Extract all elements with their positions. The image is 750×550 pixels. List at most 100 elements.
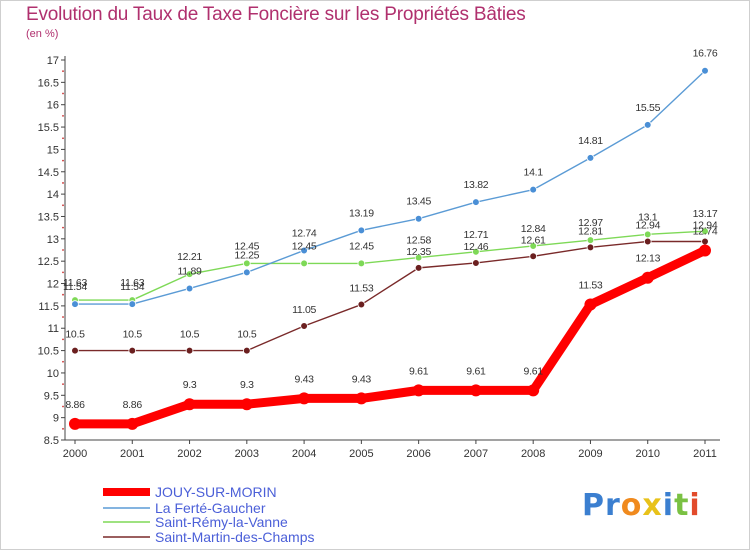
data-point [414,264,423,272]
data-point [641,271,654,284]
data-point [584,298,597,311]
data-label: 12.61 [521,234,546,246]
data-point [357,226,366,235]
y-minor-tick [62,271,64,274]
data-point [529,185,537,194]
data-point [586,236,595,244]
y-tick-label: 8.5 [44,435,59,447]
y-tick-label: 13 [47,234,59,246]
data-point [240,398,253,411]
data-label: 9.43 [352,373,372,385]
series-line [74,230,706,301]
y-minor-tick [62,316,64,318]
data-label: 9.3 [183,379,197,391]
series-line [74,240,706,352]
x-tick-label: 2008 [521,448,545,460]
data-label: 11.54 [120,281,144,293]
data-point [529,252,537,261]
y-tick-label: 16.5 [38,77,59,89]
x-tick-label: 2009 [578,448,602,460]
y-tick-label: 9 [53,413,59,425]
data-label: 11.05 [292,304,316,316]
data-label: 12.13 [635,253,660,265]
y-tick-label: 13.5 [38,211,59,223]
data-label: 10.5 [123,329,143,341]
data-point [586,243,595,252]
data-point [469,384,482,397]
data-label: 9.3 [240,379,254,391]
data-label: 12.35 [406,246,431,258]
data-label: 9.61 [466,365,486,377]
data-label: 12.58 [406,235,431,247]
legend-label: La Ferté-Gaucher [155,500,266,516]
data-label: 12.45 [349,240,374,252]
data-point [183,398,196,411]
data-label: 12.25 [234,249,259,261]
data-label: 12.84 [521,223,546,235]
series-line [70,245,710,429]
data-point [300,246,308,255]
data-point [355,392,368,405]
y-tick-label: 15 [47,144,59,156]
chart-title: Evolution du Taux de Taxe Foncière sur l… [26,4,526,25]
x-tick-label: 2003 [235,448,259,460]
data-label: 12.97 [578,217,603,229]
y-minor-tick [62,249,64,251]
data-point [586,154,595,162]
x-tick-label: 2010 [635,448,659,460]
y-minor-tick [62,226,64,229]
data-point [300,259,308,268]
y-minor-tick [62,114,64,117]
y-tick-label: 12 [47,279,59,291]
x-tick-label: 2001 [120,448,144,460]
data-label: 11.89 [178,265,202,277]
data-label: 11.53 [349,283,373,295]
data-point [357,259,366,268]
y-minor-tick [62,360,64,363]
data-point [126,417,139,430]
y-minor-tick [62,92,64,95]
data-point [472,198,480,206]
data-label: 12.21 [177,251,202,263]
data-point [185,346,194,355]
data-point [128,346,137,355]
data-label: 11.54 [63,281,87,293]
legend-label: Saint-Martin-des-Champs [155,529,315,545]
data-label: 12.81 [578,225,603,237]
data-point [643,121,652,129]
data-point [472,259,480,267]
y-minor-tick [62,182,64,184]
data-point [414,253,423,262]
y-minor-tick [62,383,64,386]
chart-subtitle: (en %) [26,28,59,40]
y-tick-label: 9.5 [44,390,59,402]
data-label: 11.63 [120,277,144,289]
data-label: 12.46 [464,241,489,253]
data-label: 9.43 [294,373,314,385]
data-label: 9.61 [524,365,544,377]
data-point [71,300,79,308]
y-minor-tick [62,70,64,73]
data-point [243,259,251,268]
data-label: 12.94 [635,220,660,232]
data-point [701,66,709,75]
data-point [300,322,308,330]
data-label: 14.81 [578,135,603,147]
data-label: 13.17 [693,208,718,220]
legend-label: JOUY-SUR-MORIN [155,484,277,500]
data-label: 10.5 [180,329,200,341]
data-label: 12.45 [234,240,259,252]
series-line [74,70,706,305]
y-tick-label: 10.5 [38,346,59,358]
data-point [185,270,194,278]
y-tick-label: 17 [47,55,59,67]
data-label: 13.1 [638,211,658,223]
data-label: 11.63 [63,277,87,289]
data-label: 12.74 [292,227,317,239]
y-minor-tick [62,427,64,430]
x-tick-label: 2005 [349,448,373,460]
data-point [243,346,251,355]
y-tick-label: 11.5 [38,301,59,313]
data-label: 10.5 [65,329,85,341]
data-point [412,384,425,397]
